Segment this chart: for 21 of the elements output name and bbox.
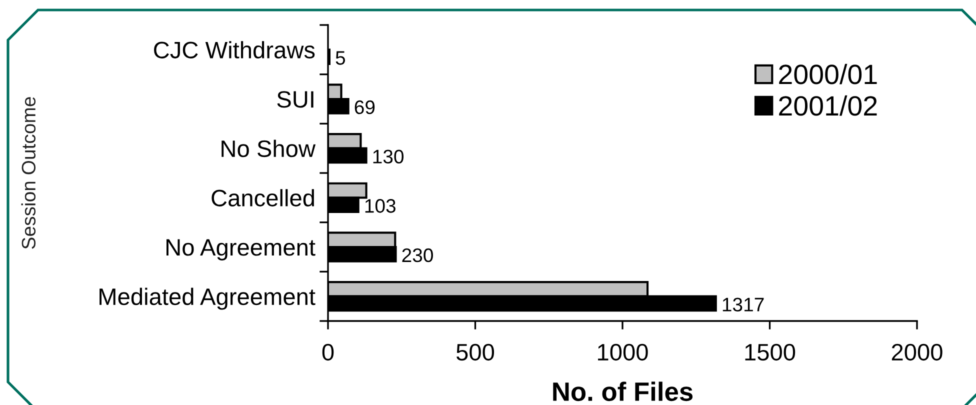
- data-label: 69: [354, 100, 375, 114]
- legend-label: 2001/02: [779, 95, 877, 116]
- x-tick-label: 1000: [598, 344, 648, 361]
- y-tick-label: Mediated Agreement: [100, 288, 316, 310]
- y-axis-title: Session Outcome: [21, 97, 36, 249]
- y-tick-label: Cancelled: [212, 189, 314, 206]
- x-tick-label: 0: [322, 344, 334, 361]
- data-label: 130: [373, 150, 404, 164]
- data-label: 1317: [722, 298, 764, 312]
- y-tick-label: CJC Withdraws: [154, 41, 315, 58]
- data-label: 230: [402, 248, 433, 262]
- x-tick-label: 2000: [892, 344, 942, 361]
- x-tick-label: 1500: [745, 344, 796, 361]
- x-axis-title: No. of Files: [553, 382, 693, 402]
- data-label: 103: [365, 199, 396, 213]
- y-tick-label: SUI: [277, 91, 314, 108]
- legend-label: 2000/01: [779, 64, 877, 84]
- data-label: 5: [336, 51, 346, 65]
- y-tick-label: No Agreement: [166, 239, 316, 260]
- y-tick-label: No Show: [222, 140, 316, 158]
- x-tick-label: 500: [456, 344, 494, 361]
